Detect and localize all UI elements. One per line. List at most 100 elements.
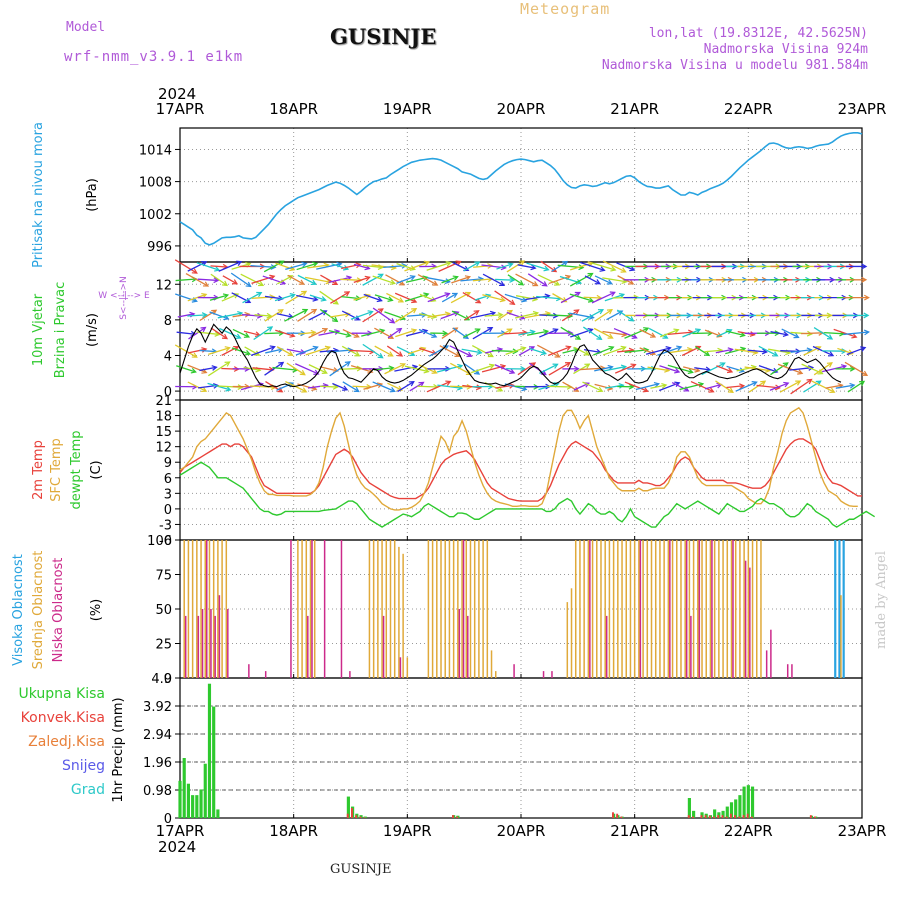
wind-arrow xyxy=(704,349,723,353)
wind-arrow xyxy=(222,275,238,285)
wind-arrow-head xyxy=(388,365,395,372)
wind-arrow-head xyxy=(727,387,734,394)
wind-arrow-head xyxy=(653,381,661,388)
wind-arrow-head xyxy=(312,296,319,302)
wind-arrow-head xyxy=(301,290,308,297)
wind-arrow-head xyxy=(509,277,516,283)
wind-arrow xyxy=(319,385,338,388)
wind-arrow-head xyxy=(500,264,507,271)
wind-arrow xyxy=(210,265,228,268)
wind-arrow xyxy=(460,278,483,282)
wind-arrow xyxy=(569,293,594,302)
wind-arrow-head xyxy=(774,384,781,391)
pressure-ytick-label: 1008 xyxy=(139,176,172,191)
wind-arrow xyxy=(462,291,481,304)
wind-arrow xyxy=(297,308,317,322)
wind-arrow xyxy=(404,261,430,272)
wind-arrow xyxy=(284,309,308,322)
top-date-label: 19APR xyxy=(383,100,432,118)
precip-total-bar xyxy=(182,758,186,818)
wind-arrow-head xyxy=(332,279,339,286)
wind-arrow-head xyxy=(202,281,210,287)
precip-total-bar xyxy=(713,809,717,818)
pressure-ytick-label: 1002 xyxy=(139,208,172,223)
wind-arrow-head xyxy=(345,331,352,338)
temperature-ytick-label: -6 xyxy=(159,534,172,549)
wind-arrow-head xyxy=(320,296,327,302)
wind-arrow-head xyxy=(445,261,452,267)
wind-arrow-head xyxy=(201,292,208,299)
wind-arrow xyxy=(374,345,394,357)
wind-arrow-head xyxy=(423,367,430,374)
wind-arrow xyxy=(187,314,207,317)
wind-arrow-head xyxy=(610,266,617,272)
wind-arrow xyxy=(560,326,581,340)
wind-arrow-head xyxy=(213,277,220,284)
wind-arrow xyxy=(449,345,472,357)
wind-arrow-head xyxy=(716,332,723,338)
precip-conv-bar xyxy=(725,816,728,818)
wind-arrow-head xyxy=(474,261,481,267)
station-title: GUSINJE xyxy=(330,24,437,49)
wind-arrow xyxy=(548,346,571,356)
wind-arrow-head xyxy=(409,275,416,281)
wind-arrow-head xyxy=(738,367,745,373)
wind-arrow-head xyxy=(565,345,572,351)
wind-arrow xyxy=(847,380,865,393)
wind-arrow xyxy=(319,290,339,305)
precip-total-bar xyxy=(216,809,220,818)
wind-arrow-head xyxy=(200,326,207,333)
wind-arrow-head xyxy=(704,350,711,357)
bottom-date-label: 23APR xyxy=(838,822,887,840)
precip-total-bar xyxy=(738,795,742,818)
wind-arrow-head xyxy=(512,348,519,355)
wind-arrow-head xyxy=(530,264,537,271)
temperature-ytick-label: 6 xyxy=(164,472,172,487)
pressure-ytick-label: 1014 xyxy=(139,143,172,158)
wind-arrow xyxy=(209,311,229,320)
wind-arrow-head xyxy=(431,313,438,320)
wind-arrow-head xyxy=(474,328,481,334)
wind-arrow xyxy=(801,332,824,335)
wind-arrow-head xyxy=(431,332,438,338)
cloud-ytick-label: 100 xyxy=(147,534,172,549)
wind-arrow xyxy=(639,328,656,338)
precip-legend-label: Grad xyxy=(71,782,105,798)
wind-arrow xyxy=(716,329,732,338)
wind-arrow-head xyxy=(298,279,305,285)
wind-arrow xyxy=(251,275,275,285)
wind-arrow-head xyxy=(719,362,726,368)
wind-arrow-head xyxy=(408,381,415,387)
wind-arrow xyxy=(243,330,260,336)
precip-conv-bar xyxy=(814,816,817,818)
wind-arrow xyxy=(593,327,613,339)
top-date-label: 17APR xyxy=(156,100,205,118)
wind-arrow-head xyxy=(289,293,296,299)
wind-arrow xyxy=(591,262,616,271)
wind-arrow xyxy=(394,292,417,303)
wind-arrow xyxy=(275,262,295,271)
wind-arrow xyxy=(536,295,561,300)
wind-arrow-head xyxy=(236,260,243,266)
wind-arrow-head xyxy=(584,363,591,369)
wind-arrow-head xyxy=(387,296,394,302)
wind-arrow xyxy=(250,264,276,268)
wind-arrow xyxy=(725,330,745,337)
wind-arrow-head xyxy=(397,351,404,357)
wind-arrow-head xyxy=(554,352,561,358)
wind-arrow xyxy=(328,276,352,283)
wind-arrow-head xyxy=(411,328,418,334)
wind-arrow-head xyxy=(466,351,473,358)
wind-arrow-head xyxy=(782,362,789,368)
model-label: Model xyxy=(66,20,106,35)
precip-conv-bar xyxy=(351,808,353,818)
wind-arrow-head xyxy=(575,334,582,340)
wind-arrow-head xyxy=(367,368,374,374)
wind-arrow-head xyxy=(674,367,681,374)
wind-arrow xyxy=(350,310,373,320)
pressure-line xyxy=(179,132,863,246)
wind-arrow-head xyxy=(643,327,650,333)
wind-arrow xyxy=(452,262,469,271)
wind-arrow xyxy=(265,380,283,393)
wind-arrow-head xyxy=(321,368,328,374)
